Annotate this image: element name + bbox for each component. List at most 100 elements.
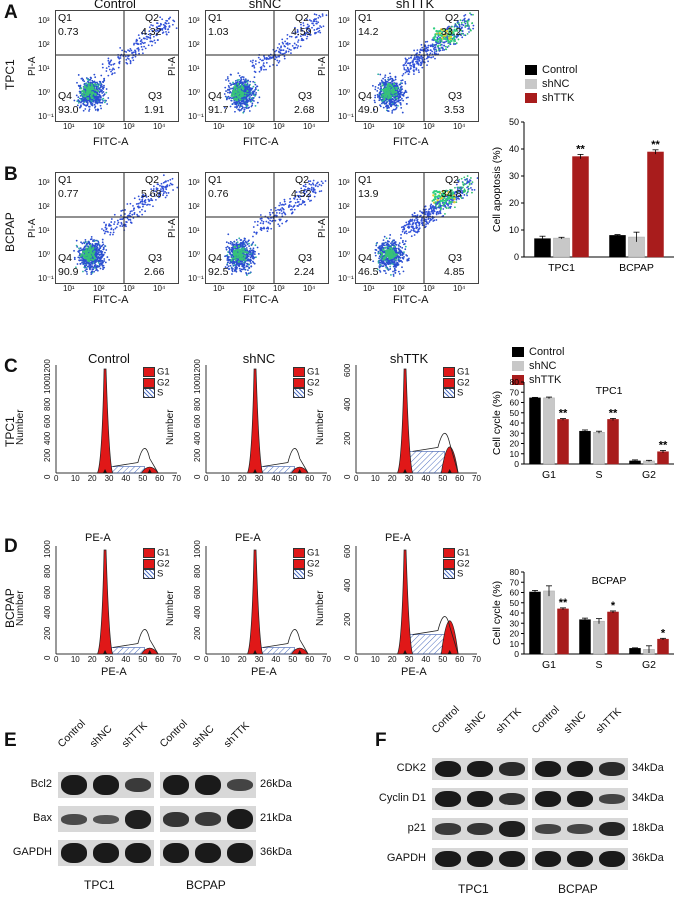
dot-streak xyxy=(128,58,130,60)
dot-streak xyxy=(297,33,300,36)
dot-streak xyxy=(252,226,255,228)
dot xyxy=(391,102,394,105)
dot-streak xyxy=(294,26,296,29)
dot-core xyxy=(241,88,245,91)
dot-streak xyxy=(420,57,423,60)
dot-streak xyxy=(451,38,454,41)
dot xyxy=(234,110,236,113)
dot-hot xyxy=(434,39,438,42)
dot-streak xyxy=(296,28,299,31)
dot xyxy=(238,78,240,81)
dot xyxy=(240,109,242,111)
dot-streak xyxy=(402,72,405,75)
dot-streak xyxy=(306,23,309,26)
dot-streak xyxy=(300,23,302,26)
dot-streak xyxy=(311,182,314,185)
q3-label: Q3 xyxy=(148,90,163,102)
dot-streak xyxy=(275,211,278,214)
dot xyxy=(233,99,236,102)
q1-value: 0.77 xyxy=(58,188,79,200)
dot xyxy=(248,88,251,90)
dot xyxy=(83,264,86,267)
dot-streak xyxy=(134,55,137,58)
dot-streak xyxy=(153,195,156,197)
dot-streak xyxy=(155,34,158,37)
dot xyxy=(398,96,400,98)
dot xyxy=(233,240,236,243)
dot-core xyxy=(90,83,93,86)
dot-streak xyxy=(312,189,315,192)
dot-streak xyxy=(167,179,169,182)
dot-core xyxy=(236,99,239,102)
dot-hot xyxy=(444,38,448,41)
dot-streak xyxy=(318,14,321,17)
dot xyxy=(99,80,102,83)
dot-streak xyxy=(277,50,280,53)
dot-core xyxy=(85,251,88,254)
dot xyxy=(91,104,94,107)
dot xyxy=(101,92,104,94)
dot xyxy=(388,237,391,240)
dot-streak xyxy=(315,13,318,16)
dot xyxy=(94,264,97,266)
dot-streak xyxy=(314,184,317,187)
dot-core xyxy=(85,254,88,257)
dot xyxy=(87,79,90,82)
dot-core xyxy=(381,253,384,257)
y-tick-label: 10¹ xyxy=(188,64,200,73)
dot xyxy=(389,268,392,270)
dot-streak xyxy=(127,218,130,221)
dot-streak xyxy=(260,67,263,70)
dot-streak xyxy=(144,41,146,44)
dot-streak xyxy=(434,46,437,48)
dot xyxy=(231,103,234,105)
fitc-a-axis-label: FITC-A xyxy=(93,136,129,148)
dot-streak xyxy=(134,50,137,53)
dot xyxy=(244,240,247,243)
dot-streak xyxy=(297,45,300,47)
dot xyxy=(252,241,255,244)
dot-streak xyxy=(281,203,284,206)
dot xyxy=(392,275,395,277)
dot xyxy=(96,257,99,259)
dot-streak xyxy=(287,50,290,53)
dot-streak xyxy=(143,199,146,202)
dot-streak xyxy=(108,223,111,226)
dot xyxy=(382,262,385,265)
dot xyxy=(97,255,99,258)
dot-streak xyxy=(416,62,419,65)
dot-streak xyxy=(142,203,144,206)
dot-streak xyxy=(265,220,268,223)
dot-streak xyxy=(310,20,313,22)
dot xyxy=(92,240,94,243)
dot xyxy=(398,272,401,275)
dot-core xyxy=(391,89,395,92)
dot-streak xyxy=(286,42,289,45)
dot-streak xyxy=(288,48,291,51)
dot-streak xyxy=(464,13,467,16)
dot xyxy=(78,90,81,93)
dot-streak xyxy=(461,36,464,39)
dot-streak xyxy=(129,212,131,215)
dot xyxy=(240,241,242,244)
dot xyxy=(392,270,394,273)
dot-streak xyxy=(280,209,283,212)
dot-streak xyxy=(463,34,466,37)
dot-streak xyxy=(437,42,440,45)
dot-streak xyxy=(253,66,256,69)
dot xyxy=(401,111,404,114)
dot-core xyxy=(79,255,82,258)
y-tick-label: 10³ xyxy=(188,178,200,187)
dot-hot xyxy=(450,39,453,43)
dot xyxy=(374,88,377,91)
dot xyxy=(94,76,97,79)
dot xyxy=(390,77,393,80)
dot xyxy=(399,102,402,105)
dot xyxy=(249,92,251,95)
dot-streak xyxy=(279,49,282,52)
dot-streak xyxy=(267,58,270,60)
dot-streak xyxy=(172,189,174,191)
dot xyxy=(400,106,403,109)
dot xyxy=(96,244,99,247)
dot-streak xyxy=(403,67,406,69)
